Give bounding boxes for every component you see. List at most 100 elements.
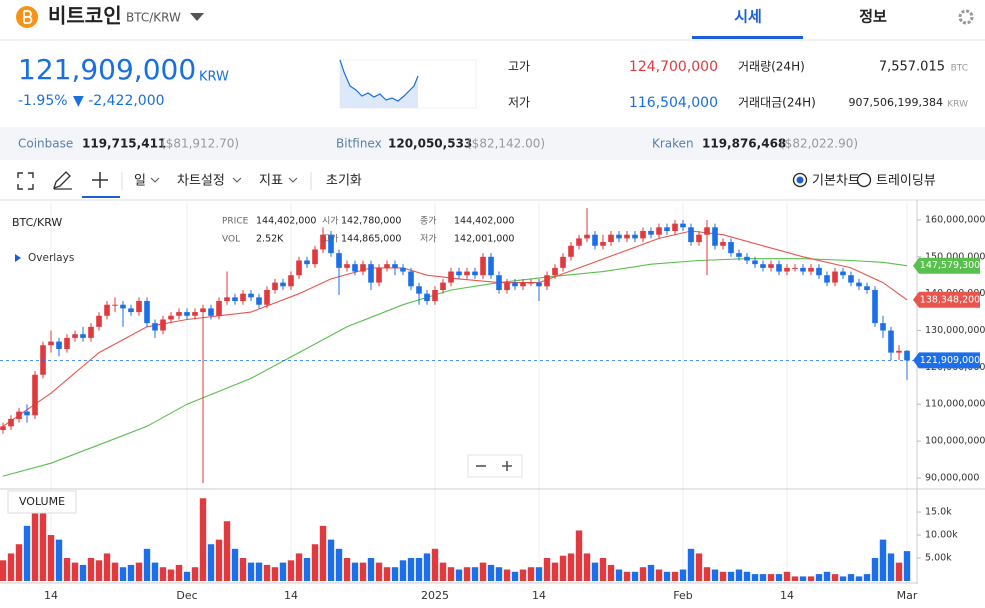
info-label: 고가	[322, 234, 339, 245]
candle-body	[168, 315, 174, 320]
candle-body	[224, 297, 230, 302]
exchanges: Coinbase 119,715,411 ($81,912.70) Bitfin…	[0, 127, 985, 160]
volume-bar	[63, 558, 71, 581]
candle-body	[712, 227, 718, 246]
info-value: 144,865,000	[341, 234, 401, 245]
candle-body	[664, 227, 670, 232]
volume-bar	[167, 569, 175, 581]
radio[interactable]	[856, 172, 872, 188]
volume-bar	[719, 571, 727, 581]
volume-bar	[783, 571, 791, 581]
x-tick-label: Mar	[897, 589, 918, 602]
coin-glyph	[23, 10, 33, 24]
candle-body	[88, 326, 94, 338]
y-tick-label: 160,000,000	[925, 214, 985, 225]
moving-average	[2, 230, 908, 427]
volume-bar	[735, 569, 743, 581]
volume-bar	[687, 548, 695, 581]
exchange-name: Bitfinex	[336, 137, 382, 151]
candle-body	[232, 297, 238, 302]
overlays-toggle[interactable]	[15, 254, 21, 262]
candle-body	[344, 264, 350, 268]
volume-bar	[159, 567, 167, 581]
candle-body	[808, 267, 814, 272]
volume-badge	[7, 490, 77, 514]
candle-body	[768, 264, 774, 268]
price-tag-label: 147,579,300	[920, 260, 980, 271]
candle-body	[424, 293, 430, 302]
tab[interactable]: 정보	[859, 8, 887, 26]
volume-bar	[871, 558, 879, 581]
indicators-button[interactable]: 지표	[259, 174, 283, 189]
chart-type[interactable]: 트레이딩뷰	[876, 174, 936, 189]
tab[interactable]: 시세	[734, 8, 762, 26]
overlays-label[interactable]: Overlays	[28, 252, 74, 264]
volume-bar	[15, 544, 23, 581]
candle-body	[240, 293, 246, 302]
candle-body	[576, 238, 582, 246]
candle-body	[64, 337, 70, 349]
candle-body	[888, 330, 894, 353]
tab-underline	[692, 36, 803, 39]
volume-bar	[39, 498, 47, 581]
candle-body	[592, 234, 598, 246]
interval-button[interactable]: 일	[134, 174, 146, 189]
candle-body	[904, 350, 910, 361]
y-tick-label: 110,000,000	[925, 399, 985, 410]
candle-body	[136, 301, 142, 313]
candle-body	[720, 242, 726, 246]
volume-bar	[479, 562, 487, 581]
volume-bar	[903, 551, 911, 581]
radio[interactable]	[792, 172, 808, 188]
y-tick-label: 90,000,000	[925, 472, 979, 483]
candle-body	[744, 256, 750, 261]
price-tag-label: 138,348,200	[920, 294, 980, 305]
info-label: 저가	[420, 234, 437, 245]
candle-body	[320, 234, 326, 250]
crosshair-button[interactable]	[92, 172, 108, 188]
chevron	[288, 177, 298, 183]
volume-bar	[407, 558, 415, 581]
candle-body	[376, 267, 382, 283]
settings-icon[interactable]	[958, 9, 974, 25]
price: 121,909,000	[18, 53, 196, 86]
x-tick-label: 14	[532, 589, 546, 602]
candle-body	[264, 289, 270, 305]
y-tick-label: 5.00k	[925, 553, 952, 564]
volume-bar	[431, 548, 439, 581]
price-tag-label: 121,909,000	[920, 355, 980, 366]
draw-button[interactable]	[52, 171, 72, 190]
volume-bar	[87, 558, 95, 581]
volume-bar	[887, 553, 895, 581]
volume-bar	[711, 569, 719, 581]
price-tag	[913, 291, 980, 308]
volume-bar	[23, 525, 31, 581]
chart-type[interactable]: 기본차트	[812, 174, 860, 189]
volume-bar	[439, 562, 447, 581]
gear-hole	[963, 14, 969, 20]
grid	[50, 203, 908, 581]
volume-bar	[199, 498, 207, 581]
candle-body	[32, 374, 38, 416]
volume-bar	[455, 569, 463, 581]
candle-body	[408, 271, 414, 287]
dropdown[interactable]	[190, 13, 204, 21]
candle-body	[208, 308, 214, 316]
volume-bar	[575, 530, 583, 581]
stat-value: 7,557.015	[879, 60, 945, 75]
settings-button[interactable]: 차트설정	[177, 174, 225, 189]
volume-bar	[663, 571, 671, 581]
volume-bar	[247, 562, 255, 581]
y-tick-label: 10.00k	[925, 530, 958, 541]
volume-bar	[327, 539, 335, 581]
exchange-usd: ($81,912.70)	[161, 137, 239, 151]
volume-bar	[423, 553, 431, 581]
volume-bar	[471, 567, 479, 581]
candle-body	[704, 227, 710, 235]
candle-body	[472, 271, 478, 276]
candle-body	[608, 234, 614, 243]
zoom-in[interactable]	[502, 461, 512, 471]
fullscreen-button[interactable]	[17, 172, 34, 190]
reset-button[interactable]: 초기화	[326, 174, 362, 189]
x-tick-label: 2025	[421, 589, 449, 602]
